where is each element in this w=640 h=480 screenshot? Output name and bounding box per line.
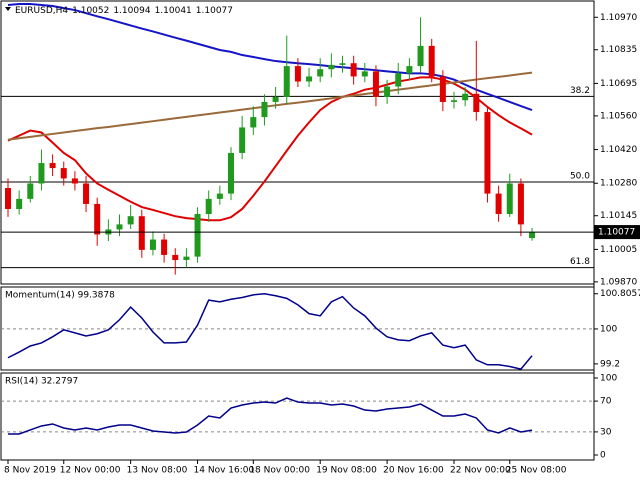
y-tick-label: 100 (600, 374, 617, 384)
x-tick-label: 18 Nov 00:00 (249, 466, 310, 476)
candle-body (194, 214, 201, 257)
y-tick-label: 1.10005 (600, 245, 637, 255)
candle-body (261, 101, 268, 118)
candle-body (250, 117, 257, 128)
x-tick-label: 13 Nov 08:00 (127, 466, 188, 476)
candle-body (149, 239, 156, 250)
last-close: 1.10077 (196, 6, 233, 16)
candle-body (350, 63, 357, 77)
candle-body (339, 63, 346, 65)
fib-label: 61.8 (570, 257, 590, 267)
candle-body (439, 76, 446, 102)
candle-body (49, 163, 56, 169)
header: EURUSD,H4 1.10052 1.10094 1.10041 1.10077 (15, 6, 233, 16)
candle-body (517, 183, 524, 225)
candle-body (205, 198, 212, 215)
candle-body (384, 86, 391, 97)
last-price-label: 1.10077 (598, 228, 635, 238)
candle-body (138, 216, 145, 250)
candle-body (495, 193, 502, 215)
y-tick-label: 30 (600, 427, 612, 437)
symbol: EURUSD,H4 (15, 6, 68, 16)
x-tick-label: 19 Nov 08:00 (316, 466, 377, 476)
candle-body (216, 193, 223, 199)
candle-body (71, 178, 78, 184)
x-tick-label: 22 Nov 00:00 (450, 466, 511, 476)
x-tick-label: 14 Nov 16:00 (194, 466, 255, 476)
candle-body (317, 69, 324, 77)
candle-body (27, 183, 34, 199)
y-tick-label: 1.09870 (600, 277, 637, 287)
candle-body (361, 71, 368, 77)
y-tick-label: 1.10560 (600, 111, 637, 121)
fib-label: 38.2 (570, 86, 590, 96)
last-high: 1.10094 (113, 6, 150, 16)
indicator-line (7, 292, 533, 370)
y-tick-label: 1.10695 (600, 79, 637, 89)
y-tick-label: 100.8057 (600, 289, 640, 299)
candle-body (16, 198, 23, 209)
last-price-box (594, 225, 640, 240)
candle-body (272, 96, 279, 102)
fib-label: 50.0 (570, 172, 590, 182)
candle-body (428, 45, 435, 77)
x-tick-label: 8 Nov 2019 (4, 466, 56, 476)
x-tick-label: 25 Nov 08:00 (506, 466, 567, 476)
x-tick-label: 12 Nov 00:00 (60, 466, 121, 476)
rsi-plot (1, 397, 594, 435)
candle-body (127, 216, 134, 225)
candle-body (116, 224, 123, 230)
candle-body (5, 188, 11, 209)
candle-body (406, 66, 413, 74)
y-tick-label: 100 (600, 324, 617, 334)
candle-body (183, 256, 190, 260)
candle-body (172, 254, 179, 260)
candle-body (506, 183, 513, 215)
candle-body (451, 100, 457, 102)
indicator-line (8, 397, 533, 435)
candle-body (83, 183, 90, 204)
y-tick-label: 0 (600, 450, 606, 460)
candle-body (328, 64, 335, 70)
y-tick-label: 1.10145 (600, 211, 637, 221)
candle-body (294, 66, 301, 82)
candle-body (60, 168, 67, 179)
last-low: 1.10041 (155, 6, 192, 16)
candle-body (38, 163, 45, 184)
candle-body (473, 93, 480, 113)
axes: 1.09870 1.10005 1.10145 1.10280 1.10420 1.105… (4, 1, 640, 476)
main-plot: 38.2 50.0 61.8 (1, 3, 594, 275)
y-tick-label: 1.10420 (600, 145, 637, 155)
candle-body (417, 45, 424, 67)
y-tick-label: 1.10970 (600, 13, 637, 23)
candle-body (306, 76, 313, 82)
y-tick-label: 1.10835 (600, 45, 637, 55)
y-tick-label: 1.10280 (600, 179, 637, 189)
candle-body (283, 66, 290, 97)
x-tick-label: 20 Nov 16:00 (383, 466, 444, 476)
last-open: 1.10052 (72, 6, 109, 16)
momentum-title: Momentum(14) 99.3878 (5, 291, 115, 301)
menu-arrow (5, 7, 11, 11)
rsi-title: RSI(14) 32.2797 (5, 377, 78, 387)
candle-body (529, 232, 536, 239)
candle-body (161, 239, 168, 255)
candle-body (462, 93, 469, 101)
y-tick-label: 99.2 (600, 359, 620, 369)
candle-body (239, 127, 246, 153)
candle-body (372, 71, 379, 97)
candle-body (94, 203, 101, 235)
y-tick-label: 70 (600, 397, 612, 407)
momentum-plot (1, 292, 594, 370)
candle-body (228, 152, 234, 194)
candle-body (484, 112, 491, 194)
candle-body (395, 73, 402, 87)
